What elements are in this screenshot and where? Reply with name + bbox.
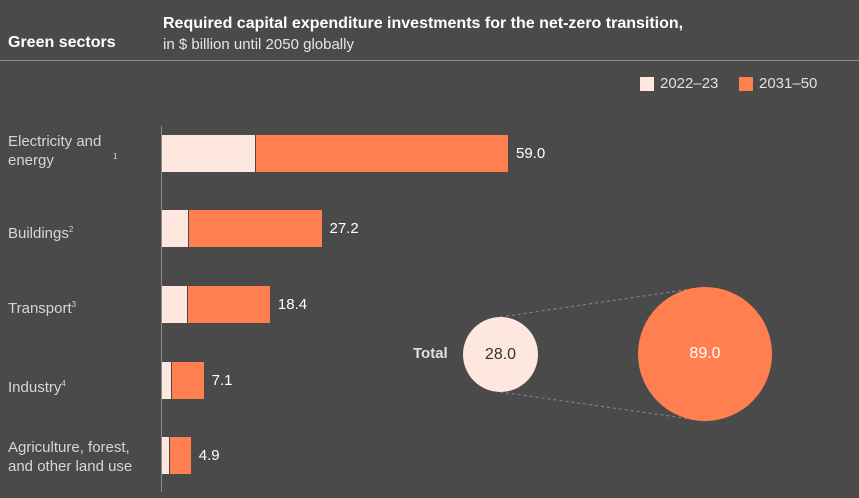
category-label-text: Transport — [8, 300, 72, 317]
legend-item-2031: 2031–50 — [739, 75, 817, 92]
bar-electricity-2022 — [162, 135, 255, 172]
bar-industry-2031 — [171, 362, 204, 399]
total-bubble-2022: 28.0 — [463, 317, 538, 392]
category-label-text: Industry — [8, 379, 62, 396]
header-divider — [0, 60, 859, 61]
bar-agriculture-2031 — [169, 437, 191, 474]
connector-line-top — [499, 286, 706, 318]
footnote-marker: 1 — [113, 152, 118, 161]
bar-agriculture-2022 — [162, 437, 170, 474]
bar-value-label-buildings: 27.2 — [329, 219, 359, 237]
legend-label-2031: 2031–50 — [759, 75, 818, 92]
legend-swatch-2031 — [739, 76, 753, 91]
total-bubble-2022-value: 28.0 — [484, 345, 517, 363]
category-axis-line — [161, 126, 162, 492]
footnote-marker: 2 — [68, 225, 74, 234]
category-label-agriculture: Agriculture, forest, and other land use — [8, 438, 143, 476]
bar-value-label-transport: 18.4 — [277, 295, 308, 313]
legend-swatch-2022 — [640, 76, 654, 91]
connector-line-bottom — [499, 391, 706, 422]
legend-item-2022: 2022–23 — [640, 75, 718, 92]
bar-transport-2022 — [162, 286, 188, 323]
category-label-transport: Transport3 — [8, 295, 76, 318]
bar-electricity-2031 — [254, 135, 508, 172]
total-bubble-2031-value: 89.0 — [689, 345, 721, 362]
header-left-title: Green sectors — [8, 34, 116, 51]
bar-value-label-electricity: 59.0 — [516, 144, 546, 162]
bar-transport-2031 — [187, 286, 270, 323]
footnote-marker: 3 — [71, 300, 77, 309]
bar-value-label-industry: 7.1 — [211, 371, 233, 389]
total-label: Total — [413, 345, 448, 362]
category-label-text: Electricity and energy — [8, 133, 102, 169]
bar-buildings-2022 — [162, 210, 188, 247]
category-label-text: Agriculture, forest, and other land use — [8, 439, 133, 475]
legend-label-2022: 2022–23 — [660, 75, 719, 92]
category-label-industry: Industry4 — [8, 374, 66, 397]
bar-industry-2022 — [162, 362, 172, 399]
category-label-text: Buildings — [8, 225, 69, 242]
chart-subtitle: in $ billion until 2050 globally — [163, 36, 354, 53]
chart-title: Required capital expenditure investments… — [163, 15, 684, 32]
bar-buildings-2031 — [187, 210, 322, 247]
total-bubble-2031: 89.0 — [638, 287, 772, 421]
category-label-electricity: Electricity and energy 1 — [8, 132, 117, 170]
footnote-marker: 4 — [61, 379, 66, 388]
category-label-buildings: Buildings2 — [8, 220, 73, 243]
bar-value-label-agriculture: 4.9 — [198, 446, 220, 464]
